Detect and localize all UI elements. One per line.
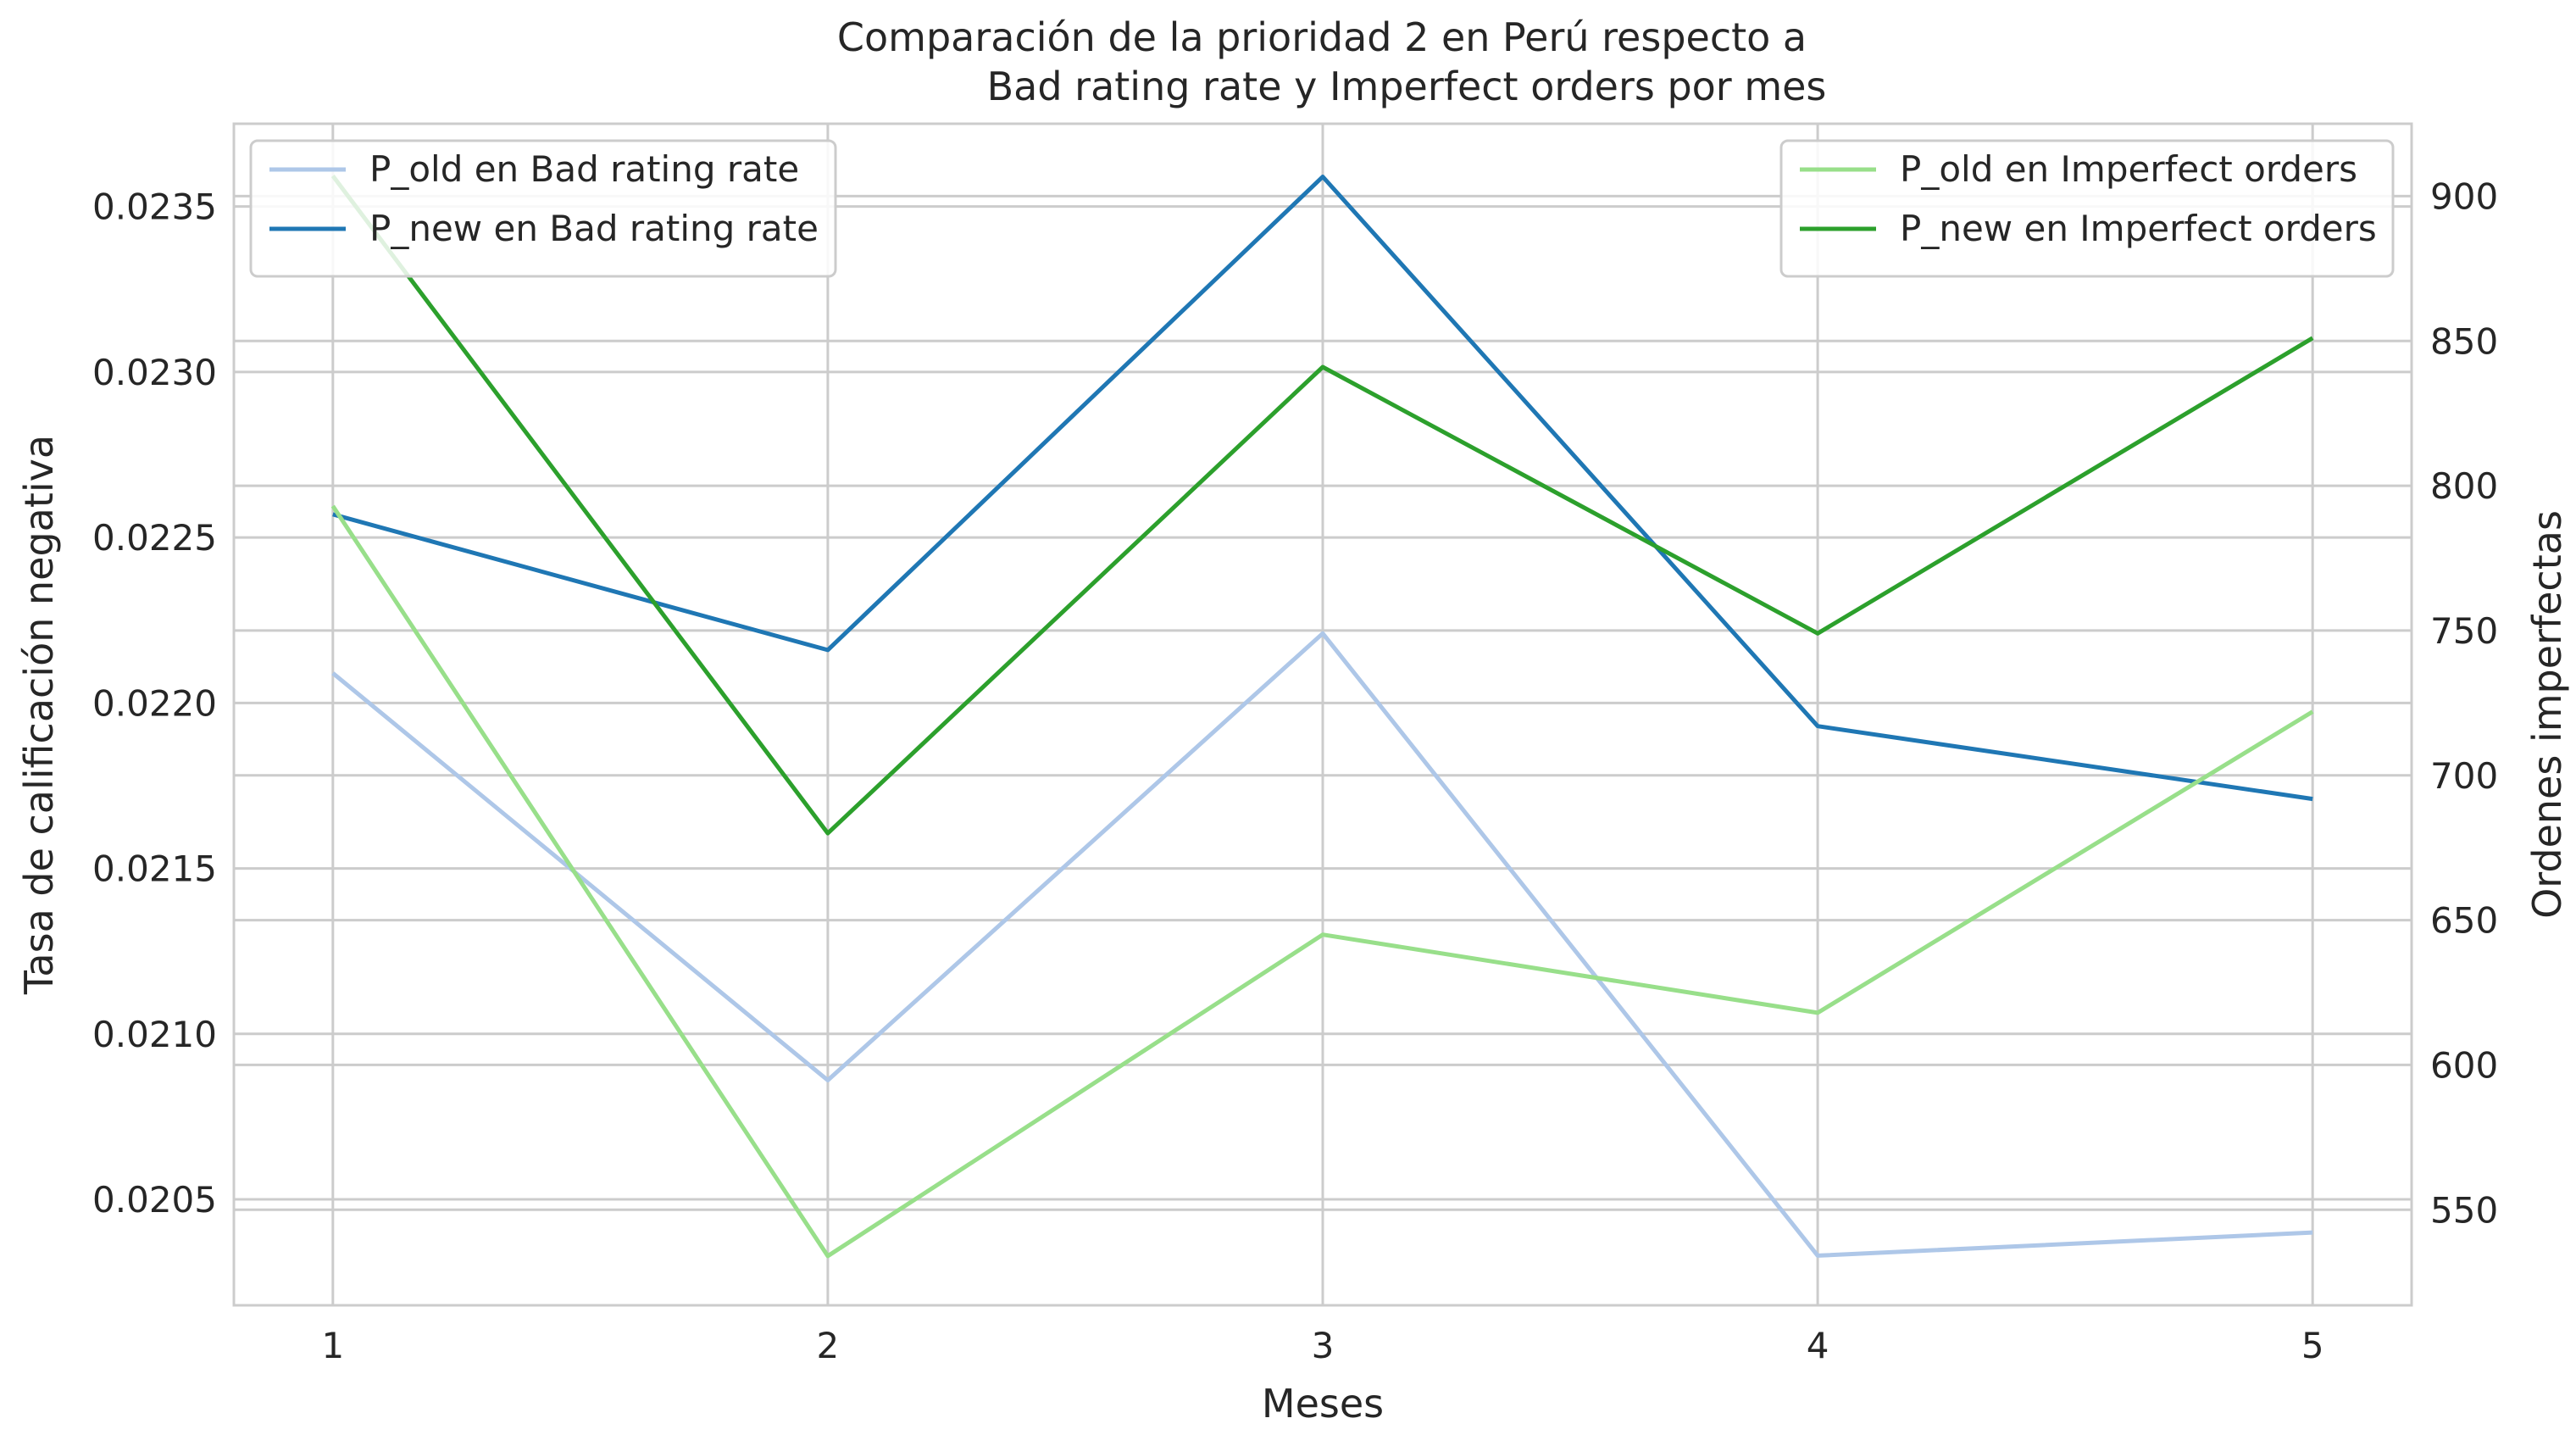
grid — [234, 124, 2412, 1305]
y-left-tick-label: 0.0210 — [92, 1014, 217, 1055]
y-left-tick-label: 0.0215 — [92, 848, 217, 890]
series-line-p-old-en-bad-rating-rate — [331, 631, 2313, 1258]
y-right-tick-label: 750 — [2430, 610, 2498, 652]
legend-box — [1779, 139, 2395, 278]
y-right-tick-label: 650 — [2430, 900, 2498, 942]
y-right-tick-label: 550 — [2430, 1189, 2498, 1231]
chart-title-line-1: Comparación de la prioridad 2 en Perú re… — [837, 14, 1807, 60]
series-line-p-old-en-imperfect-orders — [330, 504, 2314, 1259]
x-tick-label: 1 — [321, 1325, 344, 1366]
series-line-p-new-en-bad-rating-rate — [332, 175, 2313, 802]
y-right-tick-label: 600 — [2430, 1044, 2498, 1086]
y-left-tick-label: 0.0235 — [92, 186, 217, 228]
y-axis-right-label: Ordenes imperfectas — [2524, 510, 2570, 919]
chart-title-line-2: Bad rating rate y Imperfect orders por m… — [987, 64, 1827, 109]
y-left-tick-label: 0.0205 — [92, 1179, 217, 1221]
plot-frame — [232, 122, 2413, 1307]
legend-right: P_old en Imperfect orders P_new en Imperf… — [1779, 139, 2395, 278]
x-tick-label: 5 — [2301, 1325, 2324, 1366]
y-right-tick-label: 850 — [2430, 320, 2498, 362]
legend-box — [249, 139, 837, 278]
y-axis-left-label: Tasa de calificación negativa — [16, 435, 62, 995]
tick-labels: 1 2 3 4 5 0.0205 0.0210 0.0215 0.0220 0.0225 0.023… — [92, 175, 2498, 1366]
x-tick-label: 3 — [1312, 1325, 1335, 1366]
legend-entry-label: P_new en Imperfect orders — [1900, 208, 2377, 249]
legend-entry-label: P_old en Imperfect orders — [1900, 148, 2357, 190]
y-right-tick-label: 800 — [2430, 465, 2498, 507]
legend-left: P_old en Bad rating rate P_new en Bad rat… — [249, 139, 837, 278]
y-right-tick-label: 700 — [2430, 755, 2498, 797]
x-axis-label: Meses — [1262, 1381, 1384, 1427]
y-left-tick-label: 0.0230 — [92, 352, 217, 393]
series-lines — [330, 174, 2314, 1259]
x-tick-label: 4 — [1807, 1325, 1829, 1366]
y-left-tick-label: 0.0225 — [92, 517, 217, 559]
y-right-tick-label: 900 — [2430, 175, 2498, 217]
x-tick-label: 2 — [817, 1325, 840, 1366]
legend-entry-label: P_old en Bad rating rate — [369, 148, 799, 190]
series-line-p-new-en-imperfect-orders — [330, 174, 2314, 836]
y-left-tick-label: 0.0220 — [92, 682, 217, 724]
legend-entry-label: P_new en Bad rating rate — [369, 208, 819, 249]
